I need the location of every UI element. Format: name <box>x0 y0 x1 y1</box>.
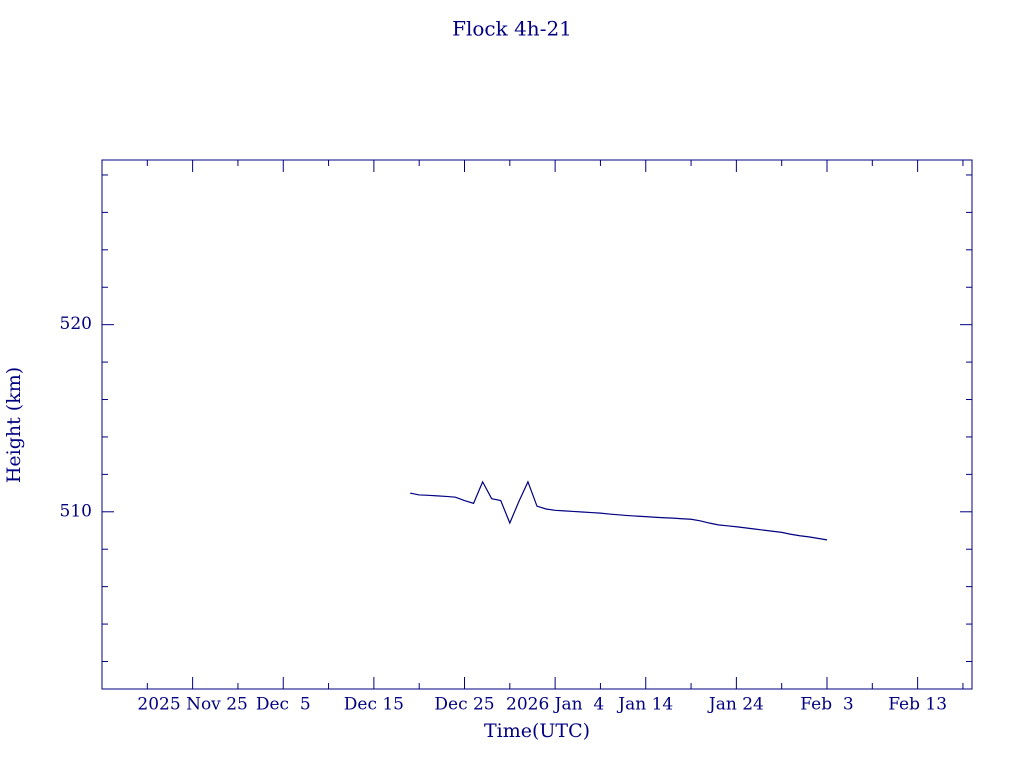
x-tick-label: Feb 13 <box>888 695 947 715</box>
x-tick-label: 2026 Jan 4 <box>506 695 604 715</box>
y-tick-label: 510 <box>60 501 92 521</box>
chart-title: Flock 4h-21 <box>452 17 572 41</box>
x-tick-label: Jan 14 <box>616 695 673 715</box>
x-tick-label: Dec 25 <box>434 695 494 715</box>
plot-frame <box>101 159 973 690</box>
x-axis-label: Time(UTC) <box>484 720 590 742</box>
x-tick-label: Dec 5 <box>256 695 311 715</box>
x-tick-label: Feb 3 <box>800 695 853 715</box>
y-tick-label: 520 <box>60 314 92 334</box>
x-tick-label: 2025 Nov 25 <box>137 695 247 715</box>
x-tick-label: Jan 24 <box>707 695 764 715</box>
data-line <box>410 480 828 541</box>
x-tick-label: Dec 15 <box>344 695 404 715</box>
y-axis-label: Height (km) <box>3 367 25 483</box>
